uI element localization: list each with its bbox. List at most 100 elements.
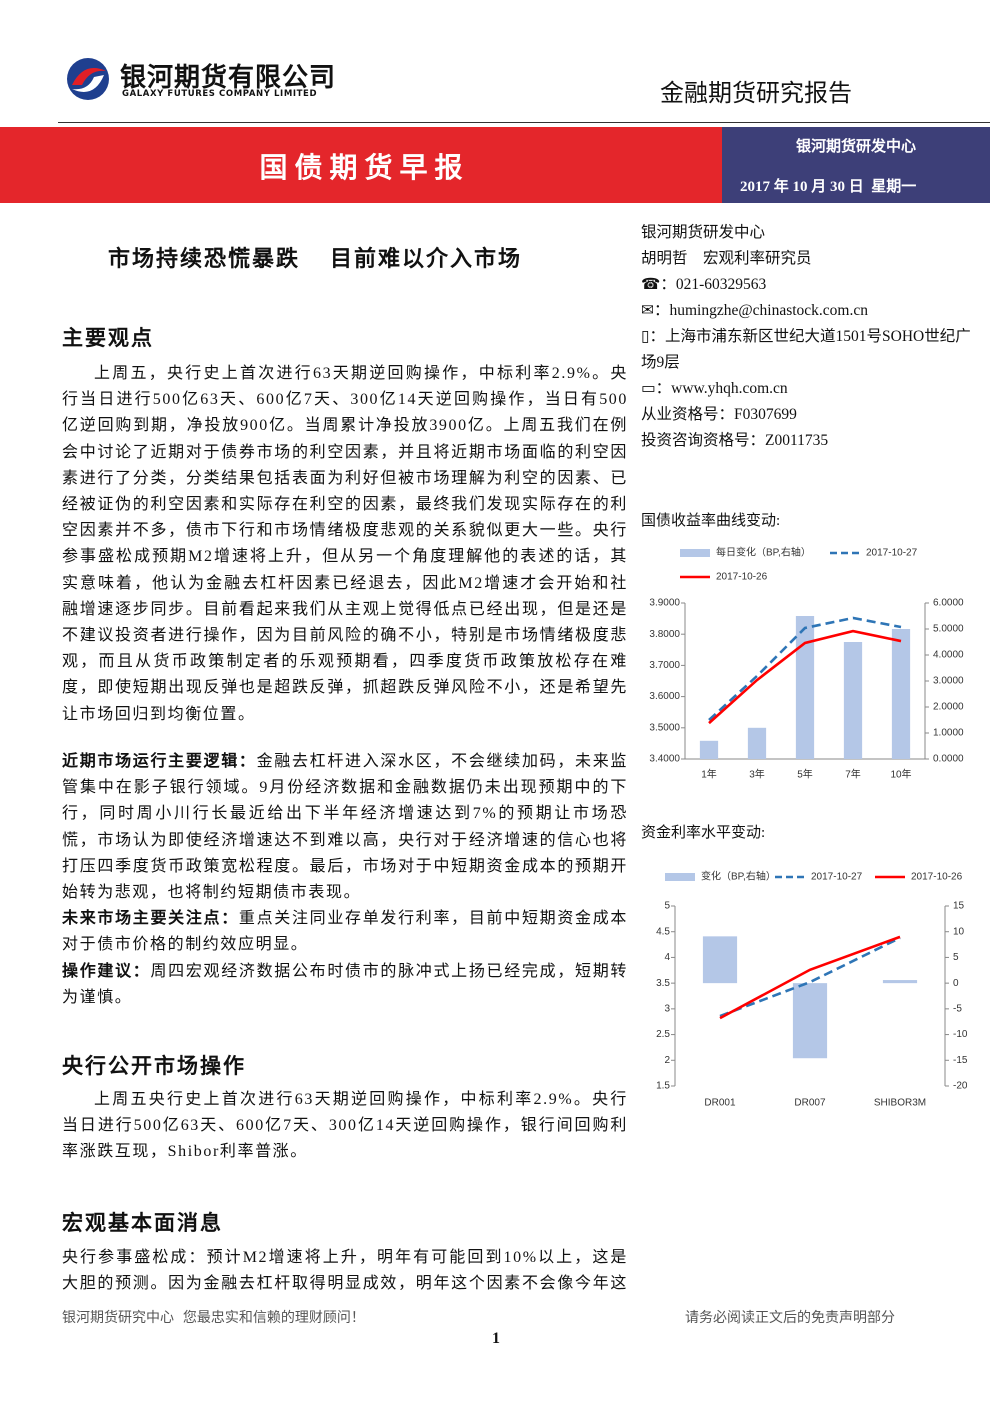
y-tick-label: 3.4000 xyxy=(649,754,680,765)
page-number: 1 xyxy=(492,1330,500,1347)
bar xyxy=(843,642,863,759)
y-tick-label: 2.0000 xyxy=(933,702,964,713)
logo xyxy=(67,58,109,100)
y-tick-label: 3.6000 xyxy=(649,691,680,702)
legend-label: 2017-10-26 xyxy=(716,572,768,583)
chart-title: 资金利率水平变动: xyxy=(641,825,766,841)
y-tick-label: 3.5 xyxy=(656,978,670,989)
y-tick-label: 5 xyxy=(664,901,670,912)
y-tick-label: 3.5000 xyxy=(649,722,680,733)
contact-address: ：上海市浦东新区世纪大道1501号SOHO世纪广场9层 xyxy=(641,328,971,371)
bar xyxy=(795,616,815,759)
y-tick-label: -20 xyxy=(953,1081,968,1092)
legend-label: 2017-10-26 xyxy=(911,872,963,883)
section-heading: 央行公开市场操作 xyxy=(62,1054,246,1078)
y-tick-label: -15 xyxy=(953,1055,968,1066)
chart: 1.5 2 2.5 3 3.5 4 4.5 5 -20 -15 -10 -5 0 5 10 15 DR001 DR… xyxy=(656,870,968,1109)
bar xyxy=(702,936,738,984)
legend-swatch xyxy=(680,549,710,557)
company-en: GALAXY FUTURES COMPANY LIMITED xyxy=(122,89,318,99)
y-tick-label: 2 xyxy=(664,1055,670,1066)
bar xyxy=(699,740,719,759)
contact: 银河期货研发中心 胡明哲 宏观利率研究员 ☎：021-60329563 ✉：hu… xyxy=(641,220,986,454)
paragraph: 上周五央行史上首次进行63天期逆回购操作，中标利率2.9%。央行当日进行500亿… xyxy=(62,1091,628,1161)
y-tick-label: 4.0000 xyxy=(933,650,964,661)
banner-blue xyxy=(722,127,990,203)
banner-title: 国 债 期 货 早 报 xyxy=(259,153,463,184)
y-tick-label: 4 xyxy=(664,952,670,963)
legend-label: 每日变化（BP,右轴） xyxy=(716,546,811,559)
y-tick-label: 3.9000 xyxy=(649,598,680,609)
legend-label: 2017-10-27 xyxy=(866,548,918,559)
y-tick-label: 0 xyxy=(953,978,959,989)
section-heading: 主要观点 xyxy=(62,326,154,350)
y-tick-label: -5 xyxy=(953,1003,962,1014)
contact-center: 银河期货研发中心 xyxy=(641,224,766,241)
paragraph: 上周五，央行史上首次进行63天期逆回购操作，中标利率2.9%。央行当日进行500… xyxy=(62,365,628,723)
banner-red xyxy=(0,127,722,203)
contact-advisory: 投资咨询资格号：Z0011735 xyxy=(641,432,829,449)
footer-right: 请务必阅读正文后的免责声明部分 xyxy=(685,1310,895,1326)
x-tick-label: DR007 xyxy=(794,1098,826,1109)
bar xyxy=(882,980,918,984)
y-tick-label: 2.5 xyxy=(656,1029,670,1040)
y-tick-label: 4.5 xyxy=(656,926,670,937)
paragraph: 未来市场主要关注点：重点关注同业存单发行利率，目前中短期资金成本对于债市价格的制… xyxy=(62,906,628,958)
key-points: 近期市场运行主要逻辑：金融去杠杆进入深水区，不会继续加码，未来监管集中在影子银行… xyxy=(62,749,628,1011)
line xyxy=(719,935,901,1020)
contact-email-row: ✉：humingzhe@chinastock.com.cn xyxy=(641,302,868,319)
x-tick-label: 1年 xyxy=(701,768,717,781)
legend-label: 变化（BP,右轴） xyxy=(701,870,776,883)
y-tick-label: -10 xyxy=(953,1029,968,1040)
lead: 未来市场主要关注点： xyxy=(62,910,239,928)
text: 金融去杠杆进入深水区，不会继续加码，未来监管集中在影子银行领域。9月份经济数据和… xyxy=(62,753,628,902)
banner-center: 银河期货研发中心 xyxy=(795,139,916,155)
company-cn: 银河期货有限公司 xyxy=(120,63,337,93)
header-rule xyxy=(58,122,990,123)
banner-date: 2017 年 10 月 30 日 星期一 xyxy=(740,179,917,195)
contact-website: ：www.yhqh.com.cn xyxy=(655,380,788,397)
y-tick-label: 3.0000 xyxy=(933,676,964,687)
chart: 3.4000 3.5000 3.6000 3.7000 3.8000 3.9000 0.00… xyxy=(649,546,964,781)
y-tick-label: 3.7000 xyxy=(649,660,680,671)
contact-phone-row: ☎：021-60329563 xyxy=(641,276,767,293)
bar xyxy=(891,629,911,759)
paragraph: 央行参事盛松成：预计M2增速将上升，明年有可能回到10%以上，这是大胆的预测。因… xyxy=(62,1249,628,1293)
line xyxy=(708,616,902,721)
contact-email: ：humingzhe@chinastock.com.cn xyxy=(654,302,868,319)
lead: 近期市场运行主要逻辑： xyxy=(62,753,257,770)
headline: 市场持续恐慌暴跌 目前难以介入市场 xyxy=(108,246,523,271)
x-tick-label: 10年 xyxy=(890,768,911,781)
x-tick-label: SHIBOR3M xyxy=(874,1098,926,1109)
legend-swatch xyxy=(665,873,695,881)
y-tick-label: 3.8000 xyxy=(649,629,680,640)
contact-analyst: 胡明哲 宏观利率研究员 xyxy=(641,250,812,267)
line xyxy=(719,936,901,1018)
bar xyxy=(792,983,828,1059)
legend-label: 2017-10-27 xyxy=(811,872,863,883)
y-tick-label: 10 xyxy=(953,926,965,937)
paragraph: 操作建议：周四宏观经济数据公布时债市的脉冲式上扬已经完成，短期转为谨慎。 xyxy=(62,959,628,1011)
y-tick-label: 6.0000 xyxy=(933,598,964,609)
y-tick-label: 5.0000 xyxy=(933,624,964,635)
y-tick-label: 1.0000 xyxy=(933,728,964,739)
text: 周四宏观经济数据公布时债市的脉冲式上扬已经完成，短期转为谨慎。 xyxy=(62,962,628,1006)
lead: 操作建议： xyxy=(62,962,151,980)
text: 重点关注同业存单发行利率，目前中短期资金成本对于债市价格的制约效应明显。 xyxy=(62,910,628,954)
x-tick-label: DR001 xyxy=(704,1098,736,1109)
contact-phone: ：021-60329563 xyxy=(660,276,767,293)
section-heading: 宏观基本面消息 xyxy=(62,1211,223,1235)
report-type: 金融期货研究报告 xyxy=(660,79,852,107)
x-tick-label: 3年 xyxy=(749,768,765,781)
x-tick-label: 7年 xyxy=(845,768,861,781)
y-tick-label: 1.5 xyxy=(656,1081,670,1092)
line xyxy=(708,629,902,725)
y-tick-label: 0.0000 xyxy=(933,754,964,765)
bar xyxy=(747,727,767,759)
y-tick-label: 3 xyxy=(664,1003,670,1014)
x-tick-label: 5年 xyxy=(797,768,813,781)
paragraph: 近期市场运行主要逻辑：金融去杠杆进入深水区，不会继续加码，未来监管集中在影子银行… xyxy=(62,749,628,906)
contact-website-row: ▭：www.yhqh.com.cn xyxy=(641,380,788,397)
contact-address-row: ▯：上海市浦东新区世纪大道1501号SOHO世纪广场9层 xyxy=(641,328,971,371)
